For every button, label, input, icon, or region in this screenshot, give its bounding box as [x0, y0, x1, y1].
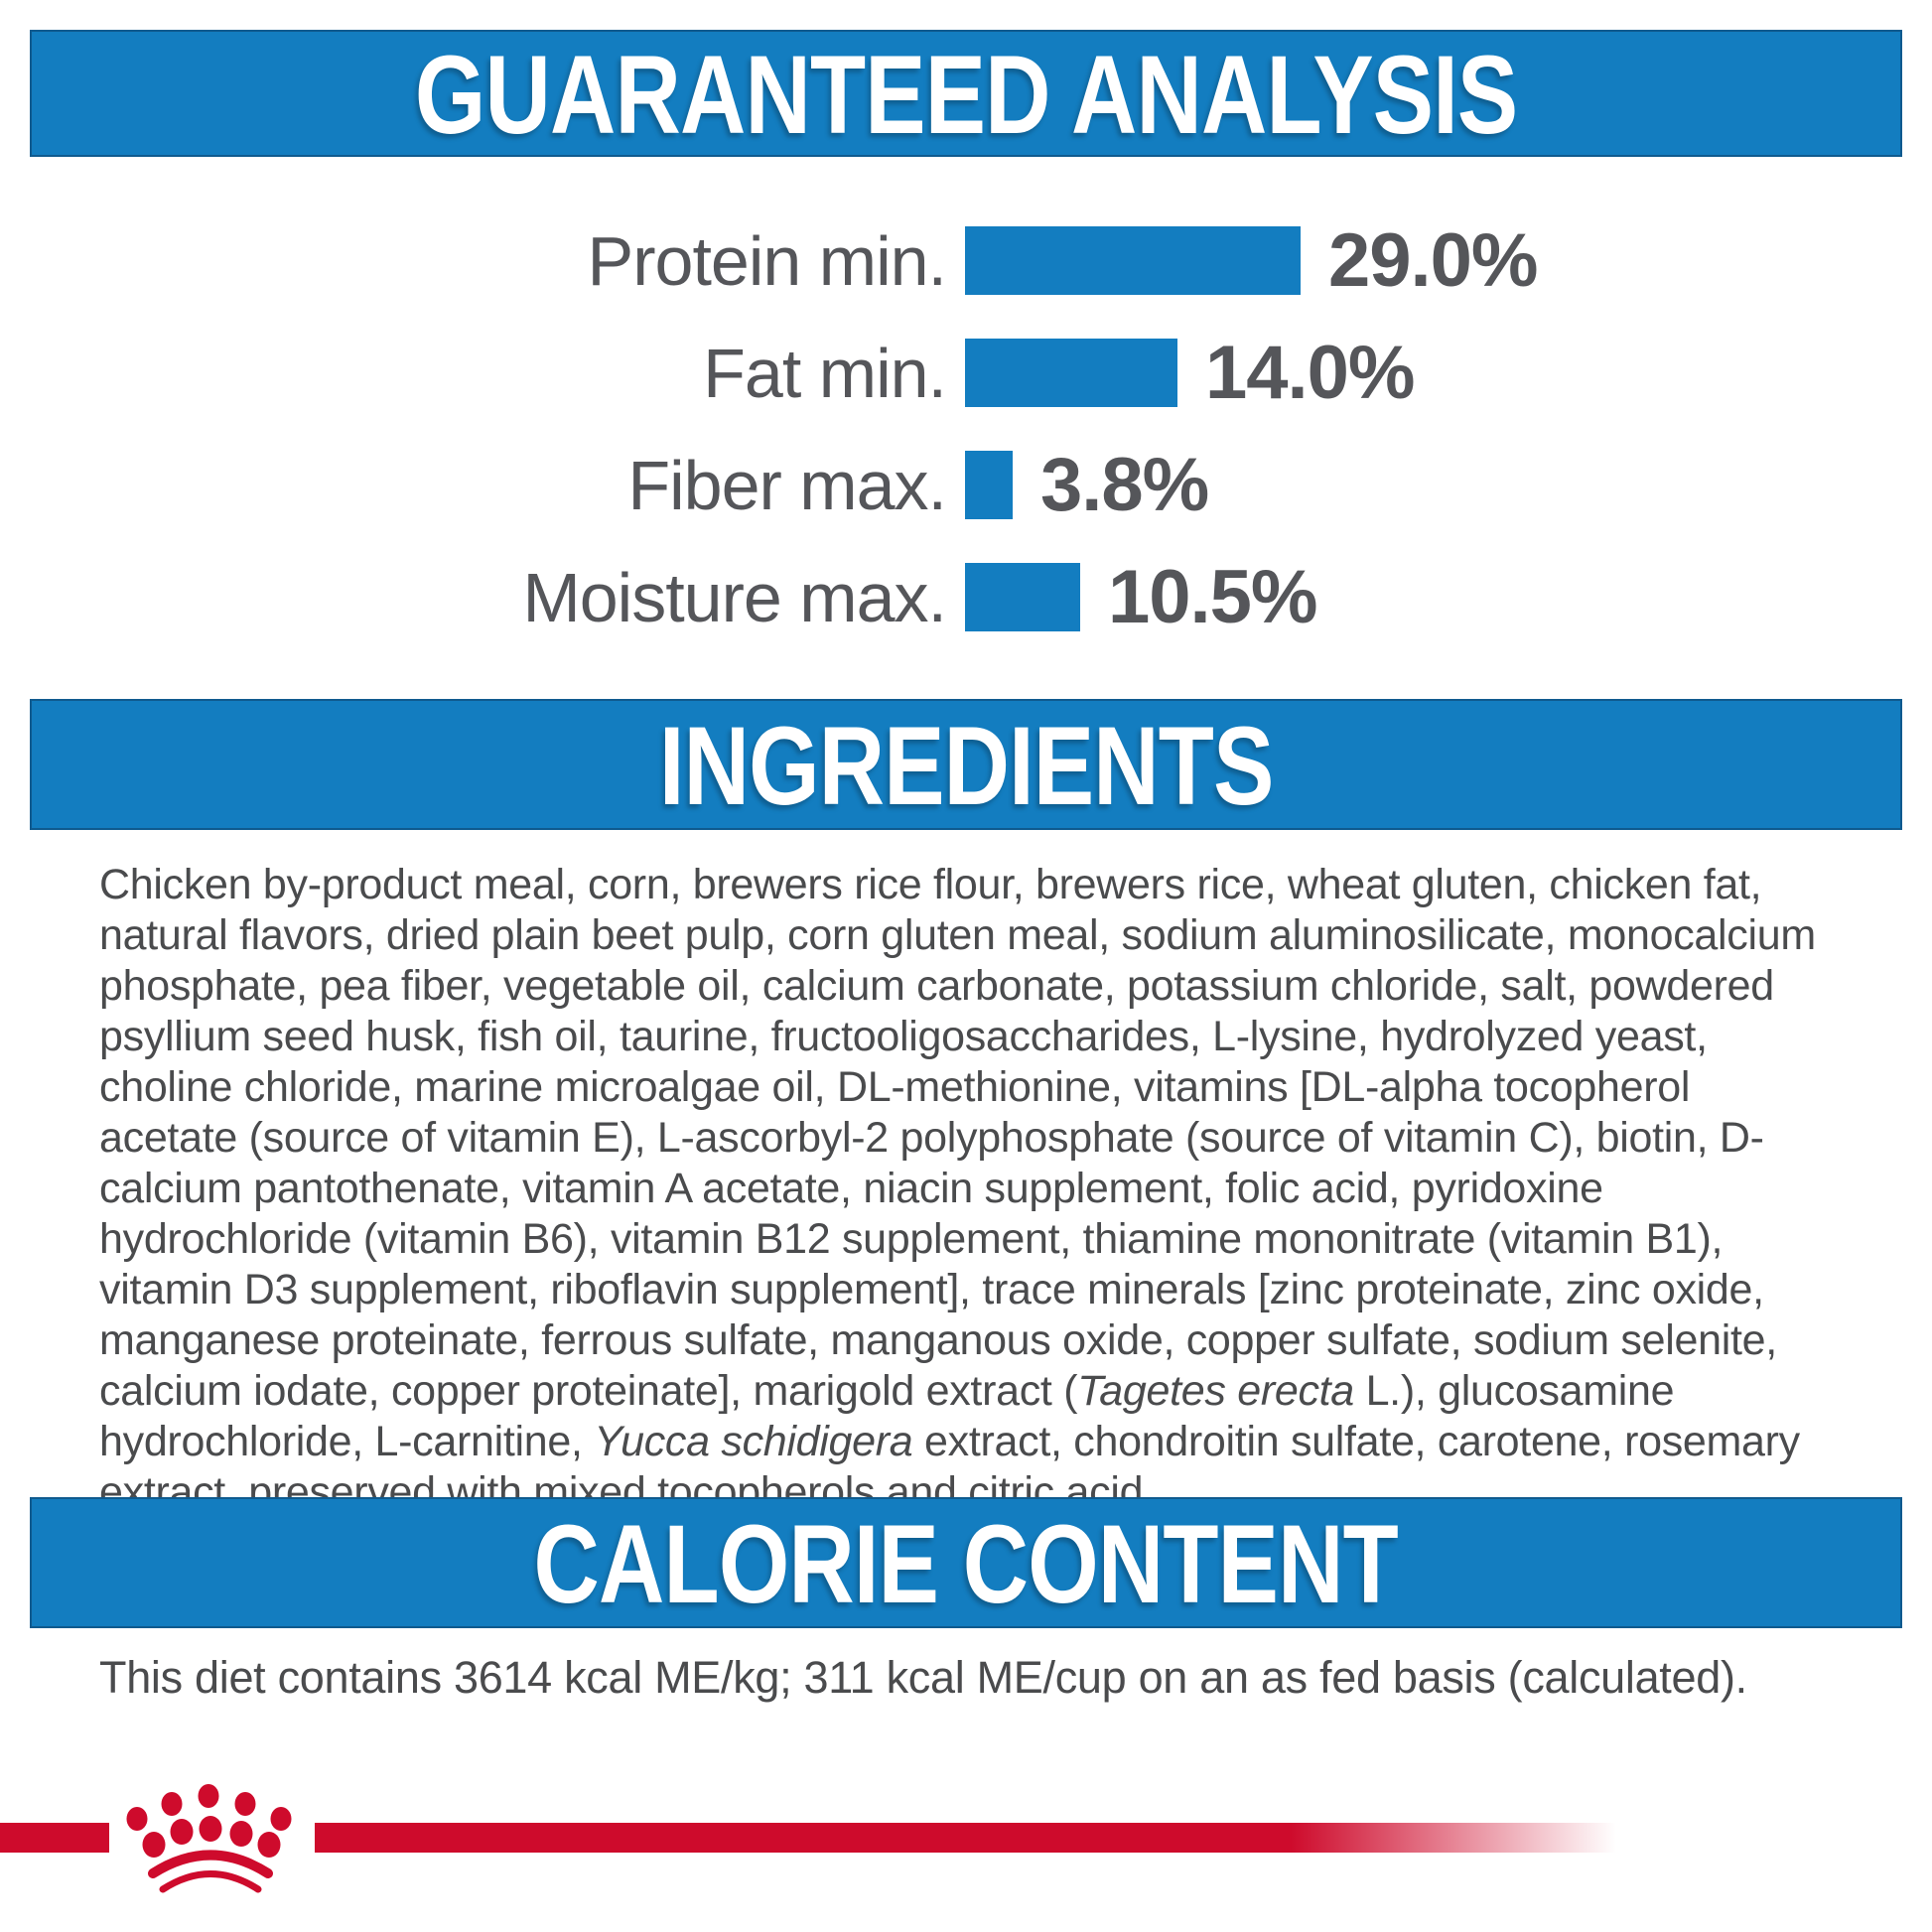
analysis-bar [965, 451, 1013, 519]
analysis-row-fiber: Fiber max. 3.8% [0, 446, 1932, 524]
ingredient-species-name: Yucca schidigera [594, 1418, 913, 1465]
ingredients-title: INGREDIENTS [658, 704, 1274, 828]
analysis-label: Protein min. [587, 221, 947, 300]
analysis-value: 14.0% [1205, 330, 1415, 415]
ingredient-species-name: Tagetes erecta [1077, 1367, 1354, 1415]
calorie-content-band: CALORIE CONTENT [30, 1497, 1902, 1628]
analysis-row-fat: Fat min. 14.0% [0, 334, 1932, 412]
analysis-bar [965, 563, 1080, 631]
analysis-value: 29.0% [1328, 217, 1538, 303]
analysis-bar [965, 339, 1177, 407]
calorie-content-text: This diet contains 3614 kcal ME/kg; 311 … [99, 1652, 1747, 1703]
ingredients-band: INGREDIENTS [30, 699, 1902, 830]
footer-stripe-right-fade [315, 1823, 1616, 1853]
ingredients-text: Chicken by-product meal, corn, brewers r… [99, 860, 1835, 1518]
guaranteed-analysis-band: GUARANTEED ANALYSIS [30, 30, 1902, 157]
guaranteed-analysis-title: GUARANTEED ANALYSIS [414, 33, 1518, 157]
ingredient-text-run: Chicken by-product meal, corn, brewers r… [99, 861, 1816, 1415]
calorie-content-title: CALORIE CONTENT [533, 1502, 1399, 1626]
analysis-label: Fiber max. [627, 446, 947, 524]
analysis-label: Moisture max. [522, 558, 947, 636]
analysis-label: Fat min. [703, 334, 947, 412]
footer-stripe-left [0, 1823, 109, 1853]
guaranteed-analysis-chart: Protein min. 29.0% Fat min. 14.0% Fiber max.… [0, 0, 1932, 675]
royal-canin-paw-logo [126, 1784, 292, 1893]
analysis-value: 3.8% [1040, 442, 1209, 527]
analysis-row-protein: Protein min. 29.0% [0, 221, 1932, 300]
ingredient-text-run: L.), glucosamine hydrochloride, L-carnit… [99, 1367, 1675, 1465]
analysis-bar [965, 226, 1301, 295]
analysis-value: 10.5% [1108, 554, 1317, 639]
analysis-row-moisture: Moisture max. 10.5% [0, 558, 1932, 636]
